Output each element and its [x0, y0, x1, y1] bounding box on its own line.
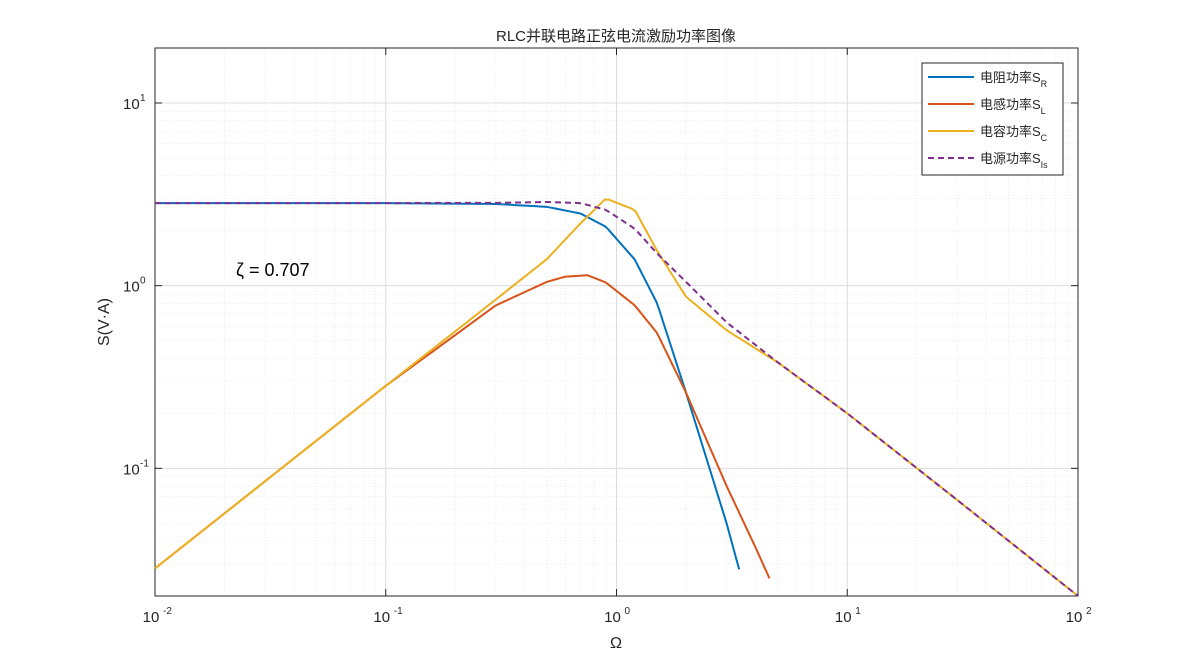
legend-label-R: 电阻功率SR [980, 70, 1048, 89]
x-tick-exponent: -1 [394, 606, 403, 617]
damping-ratio-annotation: ζ = 0.707 [236, 260, 310, 280]
x-tick-label: 10 [373, 609, 390, 626]
legend-box [921, 62, 1064, 176]
y-tick-exponent: 0 [140, 276, 146, 287]
series-layer [154, 198, 1079, 597]
series-line-C [154, 198, 1079, 597]
y-tick-exponent: 1 [140, 93, 146, 104]
x-tick-label: 10 [604, 609, 621, 626]
x-tick-exponent: 1 [855, 606, 861, 617]
legend-subscript: R [1041, 79, 1048, 89]
y-tick-exponent: -1 [140, 458, 149, 469]
legend-subscript: C [1041, 133, 1048, 143]
legend: 电阻功率SR 电感功率SL 电容功率SC 电源功率SIs [921, 62, 1064, 176]
x-tick-label: 10 [835, 609, 852, 626]
y-axis-label: S(V·A) [96, 298, 113, 346]
legend-label-Is: 电源功率SIs [980, 151, 1048, 170]
x-tick-exponent: 0 [625, 606, 631, 617]
series-line-Is [155, 201, 1079, 597]
x-tick-exponent: -2 [163, 606, 172, 617]
legend-subscript: Is [1041, 160, 1049, 170]
x-tick-label: 10 [143, 609, 160, 626]
y-tick-label: 10 [123, 461, 140, 478]
x-axis-label: Ω [610, 635, 622, 652]
y-tick-label: 10 [123, 279, 140, 296]
chart-title: RLC并联电路正弦电流激励功率图像 [496, 28, 736, 45]
legend-label-C: 电容功率SC [980, 124, 1048, 143]
legend-subscript: L [1041, 106, 1046, 116]
legend-label-L: 电感功率SL [980, 97, 1046, 116]
axis-ticks: 10 -2 10 -1 10 0 10 1 10 210 -110 010 1 [123, 48, 1092, 626]
x-tick-label: 10 [1066, 609, 1083, 626]
x-tick-exponent: 2 [1086, 606, 1092, 617]
y-tick-label: 10 [123, 96, 140, 113]
